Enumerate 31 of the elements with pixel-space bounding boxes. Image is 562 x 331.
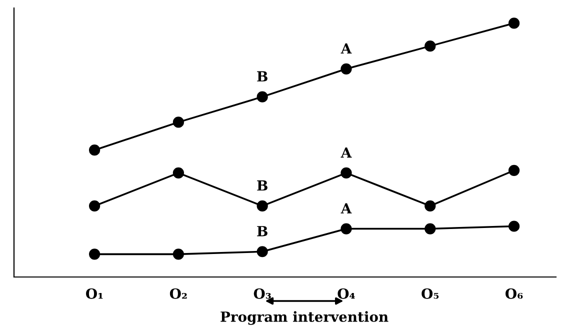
point xyxy=(172,116,184,128)
point xyxy=(340,167,352,179)
point xyxy=(88,200,100,212)
annotation: A xyxy=(340,147,352,158)
x-tick-label: O₃ xyxy=(254,288,271,299)
point xyxy=(508,18,520,29)
annotation: A xyxy=(340,203,352,214)
x-tick-label: O₄ xyxy=(338,288,355,299)
point xyxy=(88,144,100,156)
point xyxy=(508,220,520,232)
point xyxy=(340,223,352,234)
annotation: B xyxy=(257,71,268,82)
annotation: A xyxy=(340,43,352,54)
point xyxy=(508,164,520,176)
x-tick-label: O₂ xyxy=(170,288,187,299)
point xyxy=(424,40,436,52)
point xyxy=(256,200,268,212)
point xyxy=(88,248,100,260)
point xyxy=(256,246,268,258)
point xyxy=(340,63,352,74)
point xyxy=(172,248,184,260)
point xyxy=(256,91,268,102)
text: Program intervention xyxy=(220,311,388,325)
x-tick-label: O₁ xyxy=(86,288,103,299)
x-tick-label: O₅ xyxy=(422,288,439,299)
point xyxy=(424,223,436,234)
x-tick-label: O₆ xyxy=(506,288,523,299)
annotation: B xyxy=(257,180,268,191)
annotation: B xyxy=(257,226,268,236)
point xyxy=(172,167,184,179)
point xyxy=(424,200,436,212)
